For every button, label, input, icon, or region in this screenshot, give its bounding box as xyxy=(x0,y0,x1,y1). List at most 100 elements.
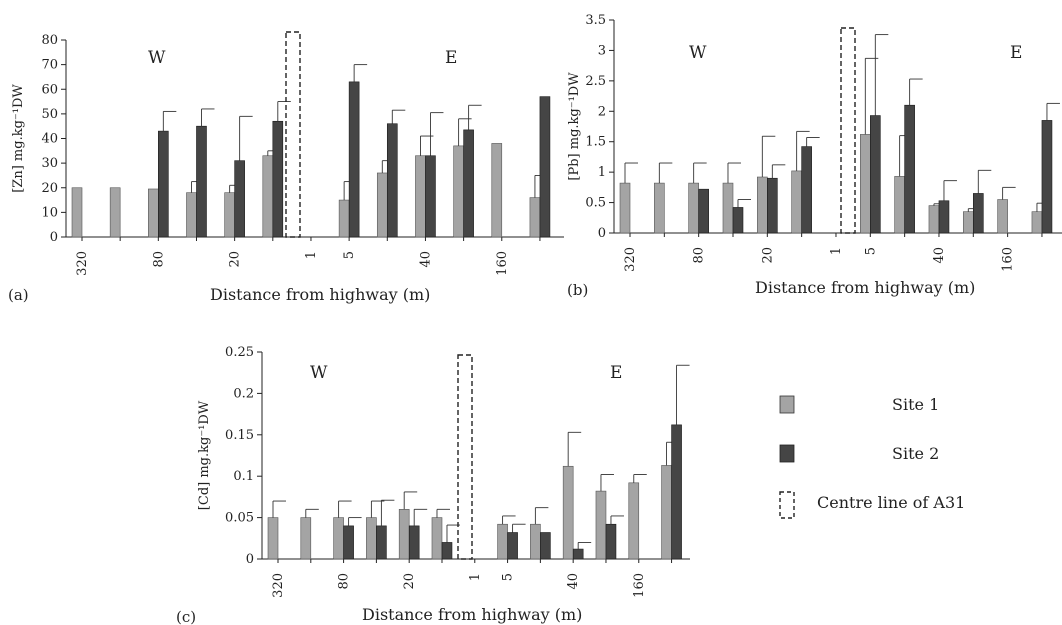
bar-site1 xyxy=(300,517,312,560)
bar-site2 xyxy=(698,188,709,234)
x-tick-label: 5 xyxy=(863,247,878,255)
bar-site2 xyxy=(801,146,812,234)
bar-site2 xyxy=(441,542,453,560)
x-tick-label: 320 xyxy=(75,251,90,276)
bar-site1 xyxy=(529,197,541,238)
bar-site2 xyxy=(234,160,245,238)
bar-site1 xyxy=(398,509,410,560)
bar-site2 xyxy=(904,104,915,234)
bar-site1 xyxy=(688,182,699,234)
y-tick-label: 60 xyxy=(41,82,58,97)
y-axis-label: [Cd] mg.kg⁻¹DW xyxy=(197,400,212,510)
x-axis-label: Distance from highway (m) xyxy=(362,605,582,624)
bar-site2 xyxy=(376,525,387,560)
legend-swatch-site1 xyxy=(779,395,795,414)
x-tick-label: 40 xyxy=(932,247,947,264)
y-tick-label: 1.5 xyxy=(585,135,606,150)
bar-site1 xyxy=(661,465,672,560)
x-tick-label: 320 xyxy=(623,247,638,272)
side-label-east: E xyxy=(1010,43,1022,63)
bar-site1 xyxy=(415,155,426,238)
y-axis-label: [Pb] mg.kg⁻¹DW xyxy=(567,72,582,181)
bar-site1 xyxy=(962,211,974,234)
legend-label-site2: Site 2 xyxy=(892,444,939,463)
side-label-west: W xyxy=(148,48,166,68)
bar-site1 xyxy=(267,517,279,560)
bar-site2 xyxy=(1041,120,1053,234)
legend-swatch-site2 xyxy=(779,444,795,463)
bar-site2 xyxy=(540,532,551,560)
x-tick-label: 20 xyxy=(228,251,243,268)
bar-site1 xyxy=(860,134,871,234)
bar-site2 xyxy=(572,548,584,560)
y-tick-label: 0 xyxy=(598,226,606,241)
y-tick-label: 40 xyxy=(41,132,58,147)
y-tick-label: 2 xyxy=(598,104,606,119)
bar-site2 xyxy=(463,129,474,238)
y-tick-label: 20 xyxy=(41,181,58,196)
y-tick-label: 30 xyxy=(41,156,58,171)
y-tick-label: 3 xyxy=(598,43,606,58)
bar-site1 xyxy=(722,182,734,234)
y-tick-label: 0.25 xyxy=(225,345,254,360)
x-tick-label: 160 xyxy=(632,573,647,598)
bar-site2 xyxy=(386,123,398,238)
x-tick-label: 20 xyxy=(402,573,417,590)
legend-swatch-centre xyxy=(779,491,795,519)
bar-site1 xyxy=(366,517,377,560)
bar-site1 xyxy=(530,523,541,560)
bar-site2 xyxy=(539,96,551,238)
legend-label-site1: Site 1 xyxy=(892,395,939,414)
side-label-west: W xyxy=(310,363,328,383)
y-tick-label: 0.15 xyxy=(225,428,254,443)
bar-site2 xyxy=(507,532,518,560)
bar-site2 xyxy=(671,424,682,560)
bar-site1 xyxy=(1031,211,1043,234)
x-tick-label: 40 xyxy=(566,573,581,590)
bar-site2 xyxy=(348,81,360,238)
x-tick-label: 5 xyxy=(501,573,516,581)
bar-site2 xyxy=(870,115,881,234)
legend: Site 1 Site 2 Centre line of A31 xyxy=(779,395,965,519)
bar-site2 xyxy=(272,120,284,238)
bar-site2 xyxy=(196,125,207,238)
panel-label: (b) xyxy=(567,281,588,299)
bar-site1 xyxy=(497,523,508,560)
y-tick-label: 50 xyxy=(41,107,58,122)
x-axis-label: Distance from highway (m) xyxy=(755,278,975,297)
bar-site1 xyxy=(894,176,905,234)
bar-site1 xyxy=(186,192,197,238)
y-tick-label: 2.5 xyxy=(585,74,606,89)
y-tick-label: 0 xyxy=(246,552,254,567)
bar-site1 xyxy=(338,199,350,238)
bar-site1 xyxy=(376,172,388,238)
y-tick-label: 0.2 xyxy=(233,386,254,401)
y-tick-label: 0.1 xyxy=(233,469,254,484)
bar-site2 xyxy=(605,523,617,560)
centre-line-marker xyxy=(840,27,856,234)
x-tick-label: 160 xyxy=(1001,247,1016,272)
y-tick-label: 3.5 xyxy=(585,13,606,28)
bar-site1 xyxy=(757,176,768,234)
side-label-west: W xyxy=(689,43,707,63)
y-tick-label: 1 xyxy=(598,165,606,180)
bar-site1 xyxy=(109,187,121,238)
bar-site1 xyxy=(628,482,640,560)
x-tick-label: 80 xyxy=(692,247,707,264)
y-tick-label: 0 xyxy=(50,230,58,245)
y-tick-label: 80 xyxy=(41,33,58,48)
centre-line-marker xyxy=(285,31,301,238)
y-tick-label: 0.05 xyxy=(225,511,254,526)
bar-site2 xyxy=(732,207,744,234)
bar-site1 xyxy=(224,192,235,238)
panel-pb: 0 0.5 1 1.5 2 2.5 3 3.5 [Pb] mg.kg⁻¹DW 320 80 20 1 5 4… xyxy=(567,13,1062,299)
bar-site2 xyxy=(343,525,354,560)
bar-site1 xyxy=(148,188,159,238)
bar-site2 xyxy=(972,193,984,234)
bar-site2 xyxy=(938,200,950,234)
bar-site1 xyxy=(619,182,631,234)
y-tick-label: 0.5 xyxy=(585,196,606,211)
bar-site2 xyxy=(408,525,420,560)
panel-cd: 0 0.05 0.1 0.15 0.2 0.25 [Cd] mg.kg⁻¹DW 320 80 20… xyxy=(176,345,690,625)
x-tick-label: 320 xyxy=(271,573,286,598)
